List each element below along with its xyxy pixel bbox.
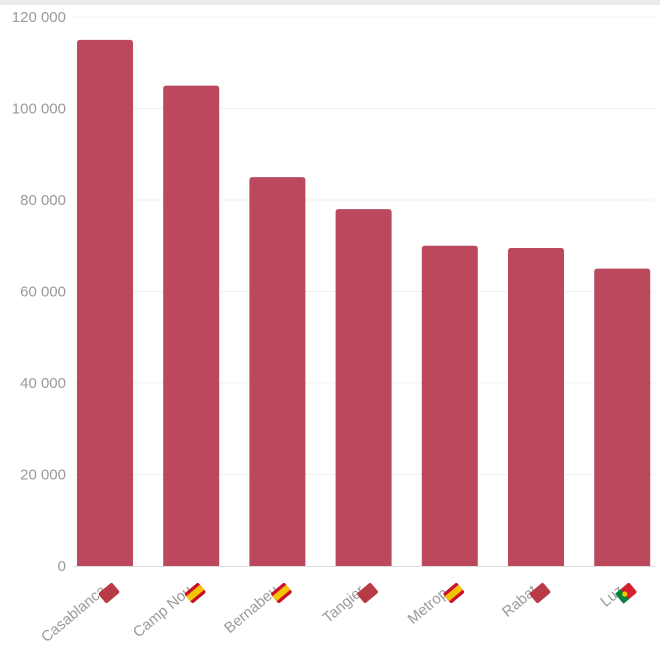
y-tick-label: 40 000 (20, 375, 66, 392)
y-tick-label: 120 000 (12, 9, 66, 26)
y-tick-label: 60 000 (20, 284, 66, 301)
bar (508, 248, 564, 566)
spain-flag-icon (184, 583, 206, 603)
bar (335, 209, 392, 566)
portugal-flag-icon (615, 583, 637, 604)
x-tick-label: Casablanca (38, 582, 110, 646)
flag-stripe (444, 584, 463, 602)
spain-flag-icon (271, 583, 292, 603)
flag-stripe (615, 589, 629, 604)
x-tick-label: Bernabeu (221, 582, 282, 637)
flag-stripe (272, 584, 291, 602)
bar (249, 177, 306, 566)
bar (163, 85, 220, 566)
bar (594, 268, 651, 566)
x-tick-label: Metrop. (404, 582, 454, 628)
bar (77, 39, 133, 566)
flag-field (529, 583, 551, 603)
morocco-flag-icon (529, 583, 551, 603)
top-strip (0, 0, 660, 5)
bars (77, 39, 651, 566)
x-tick-label: Tangier (320, 582, 369, 627)
x-tick-label: Rabat (499, 582, 541, 621)
y-axis-ticks: 0 20 000 40 000 60 000 80 000 100 000 120 000 (12, 9, 66, 575)
x-axis-labels: Casablanca Camp Nou Bernabeu Tangier Metrop.… (38, 582, 637, 646)
morocco-flag-icon (98, 583, 120, 603)
spain-flag-icon (443, 583, 465, 603)
x-tick-label: Camp Nou (130, 582, 196, 641)
flag-stripe (186, 584, 205, 602)
flag-field (357, 583, 378, 603)
y-tick-label: 80 000 (20, 192, 66, 209)
bar (421, 245, 478, 566)
y-tick-label: 100 000 (12, 101, 66, 118)
morocco-flag-icon (357, 583, 378, 603)
y-tick-label: 0 (58, 558, 66, 575)
flag-emblem (622, 591, 628, 597)
y-tick-label: 20 000 (20, 467, 66, 484)
flag-field (98, 583, 120, 603)
